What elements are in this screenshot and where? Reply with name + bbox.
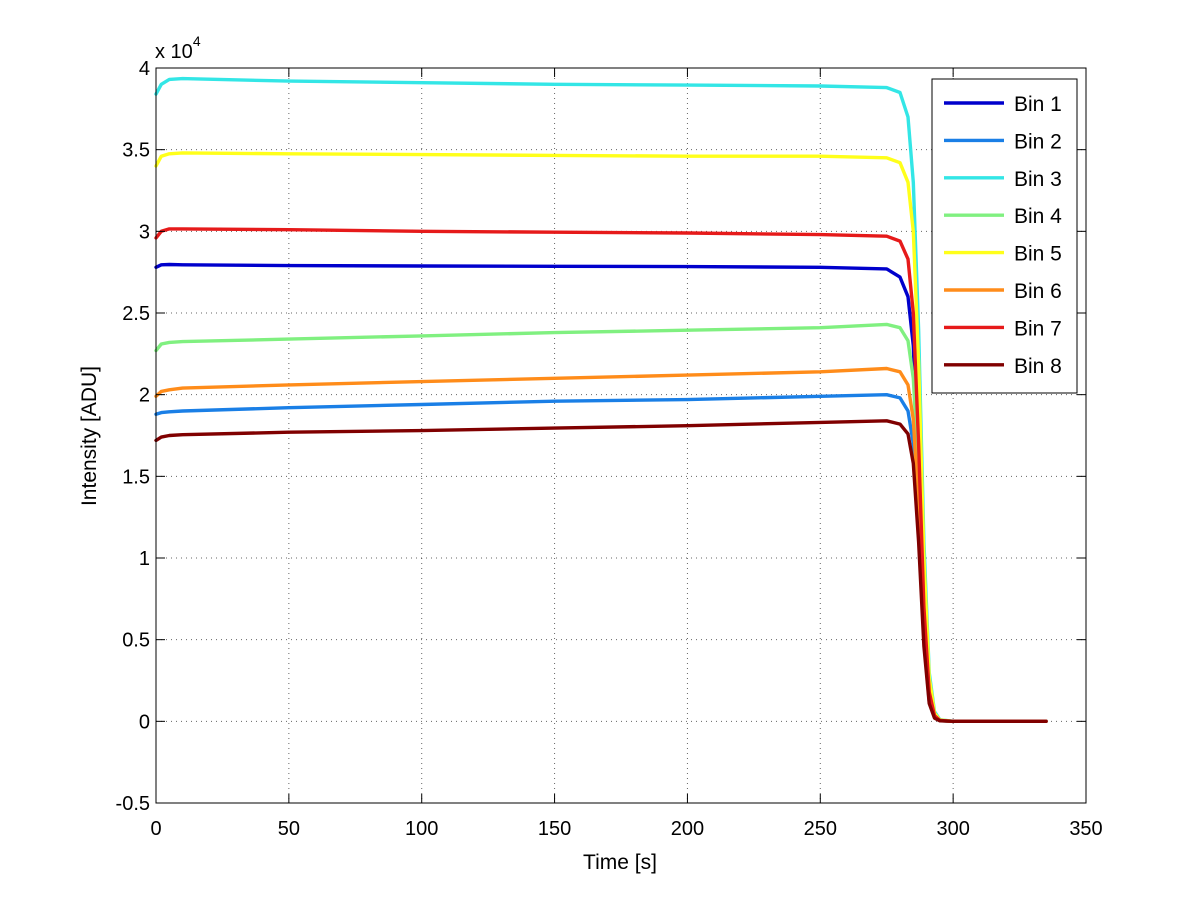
x-tick-label: 300 xyxy=(936,818,969,840)
y-tick-label: 0 xyxy=(139,711,150,733)
legend-label-bin-4: Bin 4 xyxy=(1014,205,1062,228)
y-tick-label: 1 xyxy=(139,548,150,570)
x-tick-label: 350 xyxy=(1069,818,1102,840)
series-group xyxy=(154,76,1048,723)
y-tick-label: 2.5 xyxy=(122,303,150,325)
y-multiplier-base: x 10 xyxy=(155,41,193,63)
y-tick-labels: -0.5 0 0.5 1 1.5 2 2.5 3 3.5 4 xyxy=(116,58,150,815)
series-line-bin-8 xyxy=(154,419,1048,723)
y-tick-label: 3 xyxy=(139,221,150,243)
x-tick-label: 150 xyxy=(538,818,571,840)
y-tick-label: 1.5 xyxy=(122,466,150,488)
x-tick-labels: 0 50 100 150 200 250 300 350 xyxy=(150,818,1102,840)
legend-box xyxy=(931,78,1078,394)
y-tick-label: 0.5 xyxy=(122,630,150,652)
y-tick-label: 3.5 xyxy=(122,140,150,162)
legend: Bin 1 Bin 2 Bin 3 Bin 4 Bin 5 Bin 6 Bin 7 Bin 8 xyxy=(931,78,1078,394)
axes-box xyxy=(155,67,1087,804)
x-tick-label: 100 xyxy=(405,818,438,840)
y-tick-label: 2 xyxy=(139,385,150,407)
legend-label-bin-2: Bin 2 xyxy=(1014,130,1062,153)
legend-label-bin-8: Bin 8 xyxy=(1014,355,1062,378)
x-tick-label: 0 xyxy=(150,818,161,840)
legend-label-bin-7: Bin 7 xyxy=(1014,317,1062,340)
y-tick-label: 4 xyxy=(139,58,150,80)
x-tick-label: 50 xyxy=(278,818,300,840)
y-multiplier-label: x 104 xyxy=(155,33,201,63)
legend-label-bin-6: Bin 6 xyxy=(1014,280,1062,303)
legend-label-bin-1: Bin 1 xyxy=(1014,93,1062,116)
x-tick-label: 250 xyxy=(804,818,837,840)
legend-label-bin-3: Bin 3 xyxy=(1014,168,1062,191)
y-axis-label: Intensity [ADU] xyxy=(78,366,101,506)
ticks xyxy=(155,67,1087,804)
x-axis-label: Time [s] xyxy=(583,851,657,874)
y-tick-label: -0.5 xyxy=(116,793,150,815)
legend-label-bin-5: Bin 5 xyxy=(1014,243,1062,266)
x-tick-label: 200 xyxy=(671,818,704,840)
y-multiplier-exponent: 4 xyxy=(193,33,201,49)
